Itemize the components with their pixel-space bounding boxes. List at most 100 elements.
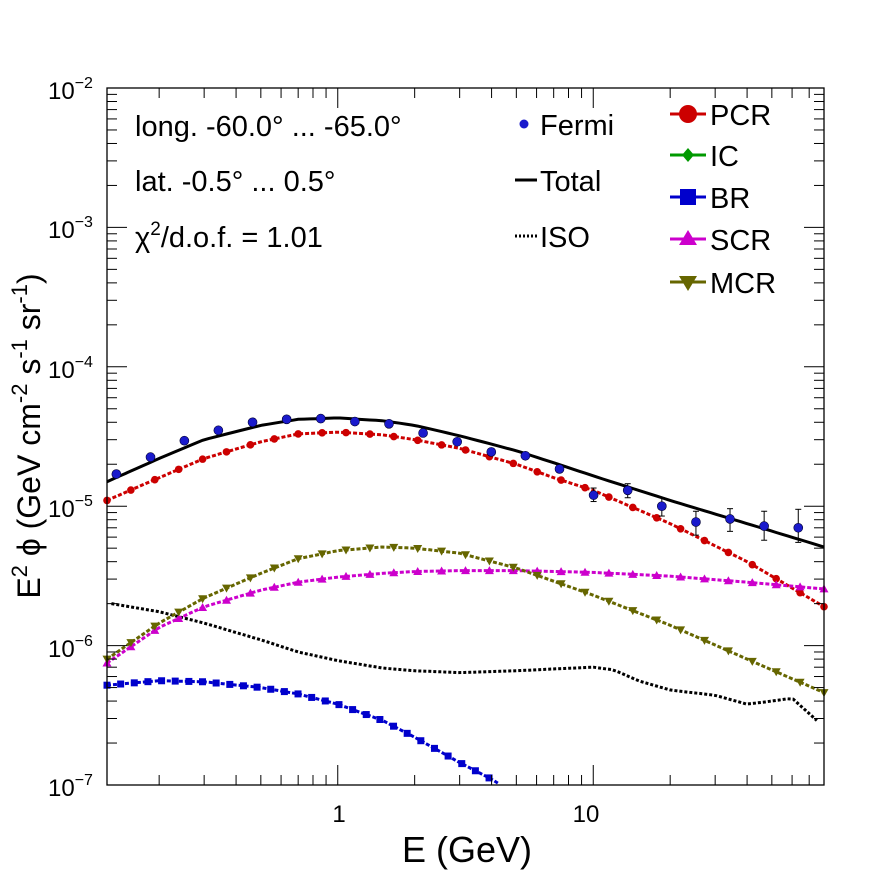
series-scr-marker — [174, 613, 184, 622]
series-br-marker — [362, 711, 370, 719]
series-br-marker — [403, 729, 411, 737]
y-tick-label-1e-6: 10−6 — [48, 633, 93, 663]
series-scr-marker — [317, 574, 327, 583]
legend-marker-scr — [679, 230, 697, 245]
x-tick-label-10: 10 — [573, 801, 600, 828]
series-scr-marker — [795, 582, 805, 591]
series-scr-marker — [222, 595, 231, 604]
series-mcr-marker — [461, 551, 470, 560]
series-mcr-marker — [150, 622, 160, 631]
series-br-marker — [212, 679, 220, 687]
series-mcr-marker — [580, 588, 590, 597]
legend-label-iso: ISO — [540, 222, 590, 254]
series-scr-marker — [389, 568, 399, 577]
fermi-point — [588, 490, 599, 500]
series-mcr-marker — [556, 580, 566, 589]
series-scr-marker — [293, 577, 303, 586]
series-br-marker — [335, 701, 343, 709]
series-scr-marker — [461, 566, 470, 575]
series-pcr-marker — [605, 493, 613, 501]
fermi-point — [111, 469, 122, 479]
series-mcr-marker — [723, 647, 733, 656]
series-pcr-marker — [198, 455, 207, 463]
series-mcr-marker — [795, 678, 805, 687]
series-pcr-marker — [294, 430, 303, 438]
series-pcr-marker — [724, 548, 733, 557]
series-pcr-marker — [151, 475, 159, 484]
legend-label-ic: IC — [710, 141, 739, 173]
fermi-point — [452, 436, 462, 447]
series-mcr-marker — [317, 550, 327, 559]
series-br — [103, 677, 501, 786]
series-br-marker — [376, 716, 384, 724]
series-scr-marker — [676, 572, 686, 581]
series-br-marker — [199, 678, 207, 686]
series-scr-marker — [747, 578, 757, 587]
series-mcr-marker — [126, 639, 136, 648]
series-scr-marker — [556, 567, 566, 576]
series-br-marker — [144, 678, 152, 686]
series-mcr-marker — [293, 555, 303, 564]
y-axis-title: E2 ϕ (GeV cm-2 s-1 sr-1) — [7, 273, 47, 598]
series-pcr-marker — [366, 430, 374, 438]
series-mcr-marker — [341, 546, 351, 555]
fermi-point — [179, 435, 190, 446]
series-br-marker — [158, 677, 166, 685]
legend-label-br: BR — [710, 183, 750, 215]
series-mcr-marker — [389, 543, 399, 552]
fermi-point — [247, 417, 258, 428]
series-br-marker — [185, 677, 193, 685]
plot-frame — [106, 87, 825, 786]
series-pcr-marker — [772, 574, 780, 583]
legend-label-mcr: MCR — [710, 268, 776, 300]
legend-marker-fermi — [519, 119, 529, 129]
series-pcr-marker — [342, 428, 350, 437]
series-br-marker — [430, 744, 438, 752]
legend-label-fermi: Fermi — [540, 110, 614, 142]
y-tick-label-1e-4: 10−4 — [48, 354, 93, 384]
legend-label-total: Total — [540, 166, 601, 198]
series-pcr-marker — [127, 486, 135, 494]
series-mcr-marker — [269, 564, 279, 573]
series-mcr-marker — [628, 607, 638, 616]
fermi-point — [554, 464, 565, 474]
series-mcr-marker — [222, 584, 231, 593]
series-mcr-marker — [437, 547, 447, 556]
series-mcr-marker — [245, 574, 255, 583]
series-scr-marker — [413, 566, 423, 575]
series-scr-marker — [771, 580, 781, 589]
legend-marker-ic — [682, 148, 694, 162]
series-br-marker — [253, 683, 261, 691]
series-mcr-marker — [508, 563, 518, 572]
series-mcr-marker — [198, 595, 208, 604]
series-pcr-marker — [700, 536, 709, 545]
series-pcr-marker — [533, 467, 541, 476]
series-scr-marker — [652, 570, 662, 579]
y-tick-label-1e-7: 10−7 — [48, 772, 93, 802]
series-mcr-marker — [365, 544, 375, 553]
series-br-marker — [239, 682, 247, 690]
legend-left: Fermi Total ISO — [515, 110, 614, 254]
y-tick-label-1e-3: 10−3 — [48, 214, 93, 244]
series-br-marker — [294, 690, 302, 698]
fermi-point — [793, 522, 804, 533]
fermi-point — [759, 521, 769, 531]
series-pcr-marker — [509, 459, 518, 468]
series-br-marker — [117, 680, 125, 688]
series-br-marker — [280, 688, 288, 696]
series-pcr-marker — [270, 435, 279, 443]
series-mcr-marker — [747, 657, 757, 666]
fermi-point — [622, 485, 633, 496]
fermi-point — [281, 414, 292, 425]
x-tick-label-1: 1 — [332, 801, 345, 828]
fermi-point — [657, 501, 667, 512]
legend-right: PCR IC BR SCR MCR — [670, 100, 776, 300]
series-pcr-marker — [652, 513, 661, 522]
series-pcr-marker — [629, 503, 637, 512]
series-pcr-marker — [222, 448, 231, 456]
series-scr-marker — [437, 566, 447, 575]
fermi-point — [418, 428, 428, 438]
series-scr-marker — [604, 568, 614, 577]
series-pcr-marker — [390, 432, 398, 441]
